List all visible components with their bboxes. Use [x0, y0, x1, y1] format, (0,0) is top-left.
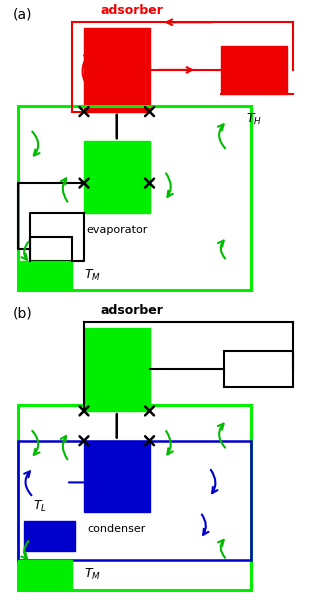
Text: adsorber: adsorber: [100, 4, 163, 17]
Text: (b): (b): [12, 307, 32, 320]
FancyBboxPatch shape: [221, 46, 286, 94]
FancyBboxPatch shape: [18, 260, 72, 290]
Text: evaporator: evaporator: [86, 225, 147, 235]
FancyBboxPatch shape: [30, 237, 72, 260]
Text: $T_M$: $T_M$: [84, 268, 101, 283]
Text: $T_M$: $T_M$: [84, 567, 101, 583]
Text: $T_L$: $T_L$: [33, 499, 47, 514]
Text: (a): (a): [12, 7, 32, 22]
FancyBboxPatch shape: [84, 328, 150, 411]
FancyBboxPatch shape: [25, 521, 75, 551]
FancyBboxPatch shape: [84, 441, 150, 512]
FancyBboxPatch shape: [84, 28, 150, 112]
FancyBboxPatch shape: [18, 560, 72, 590]
Text: adsorber: adsorber: [100, 304, 163, 317]
FancyBboxPatch shape: [84, 142, 150, 213]
Text: condenser: condenser: [88, 524, 146, 534]
Text: $T_H$: $T_H$: [246, 112, 262, 127]
FancyBboxPatch shape: [224, 352, 293, 387]
